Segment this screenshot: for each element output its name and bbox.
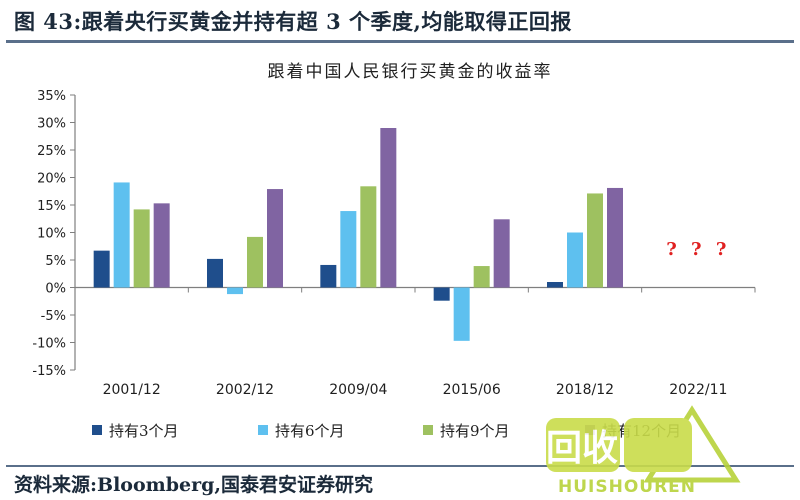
bar-2002-12-1 xyxy=(227,287,243,295)
bar-2001-12-0 xyxy=(93,250,110,288)
y-tick-label: 25% xyxy=(37,144,66,159)
figure-title: 图 43:跟着央行买黄金并持有超 3 个季度,均能取得正回报 xyxy=(14,9,572,34)
x-tick-label: 2018/12 xyxy=(556,382,614,398)
bar-2009-04-1 xyxy=(340,211,357,288)
bar-2009-04-2 xyxy=(360,186,377,288)
y-tick-label: 30% xyxy=(37,117,66,132)
bar-2015-06-0 xyxy=(433,287,450,301)
y-tick-label: 0% xyxy=(45,282,66,297)
annotation-question-marks: ? ? ? xyxy=(666,239,730,260)
bar-2002-12-3 xyxy=(267,189,283,288)
bar-2015-06-3 xyxy=(493,219,510,288)
bar-2018-12-0 xyxy=(547,282,563,288)
top-rule xyxy=(6,40,794,43)
legend-swatch-0 xyxy=(92,425,102,435)
y-tick-label: -5% xyxy=(41,309,66,324)
bar-2001-12-3 xyxy=(153,203,170,288)
chart-title: 跟着中国人民银行买黄金的收益率 xyxy=(268,62,553,82)
legend-label-2: 持有9个月 xyxy=(440,422,510,440)
bar-2018-12-1 xyxy=(567,232,583,288)
bar-2002-12-2 xyxy=(247,236,263,288)
bar-2015-06-1 xyxy=(453,287,470,341)
y-tick-label: -15% xyxy=(32,364,66,379)
bar-2001-12-1 xyxy=(113,182,130,288)
watermark-logo: 回收 HUISHOUREN xyxy=(546,405,741,497)
bar-2001-12-2 xyxy=(133,209,150,288)
watermark-cn-left: 回收 xyxy=(546,428,618,469)
x-tick-label: 2001/12 xyxy=(103,382,161,398)
x-tick-label: 2022/11 xyxy=(669,382,727,398)
legend-swatch-1 xyxy=(258,425,268,435)
bar-2018-12-2 xyxy=(587,193,603,288)
y-tick-label: 10% xyxy=(37,227,66,242)
x-tick-label: 2009/04 xyxy=(329,382,387,398)
x-tick-label: 2015/06 xyxy=(443,382,501,398)
bar-2009-04-3 xyxy=(380,128,397,288)
y-tick-label: 5% xyxy=(45,254,66,269)
source-note: 资料来源:Bloomberg,国泰君安证券研究 xyxy=(14,474,374,496)
y-tick-label: 20% xyxy=(37,172,66,187)
legend-label-0: 持有3个月 xyxy=(109,422,179,440)
legend-label-1: 持有6个月 xyxy=(275,422,345,440)
x-tick-label: 2002/12 xyxy=(216,382,274,398)
bottom-rule xyxy=(6,465,794,467)
watermark-en: HUISHOUREN xyxy=(558,477,696,497)
bar-2002-12-0 xyxy=(207,258,223,288)
bar-2015-06-2 xyxy=(473,266,490,288)
bar-2009-04-0 xyxy=(320,264,337,288)
legend-swatch-2 xyxy=(423,425,433,435)
y-tick-label: 15% xyxy=(37,199,66,214)
bar-2018-12-3 xyxy=(607,187,623,288)
y-tick-label: -10% xyxy=(32,337,66,352)
y-tick-label: 35% xyxy=(37,89,66,104)
